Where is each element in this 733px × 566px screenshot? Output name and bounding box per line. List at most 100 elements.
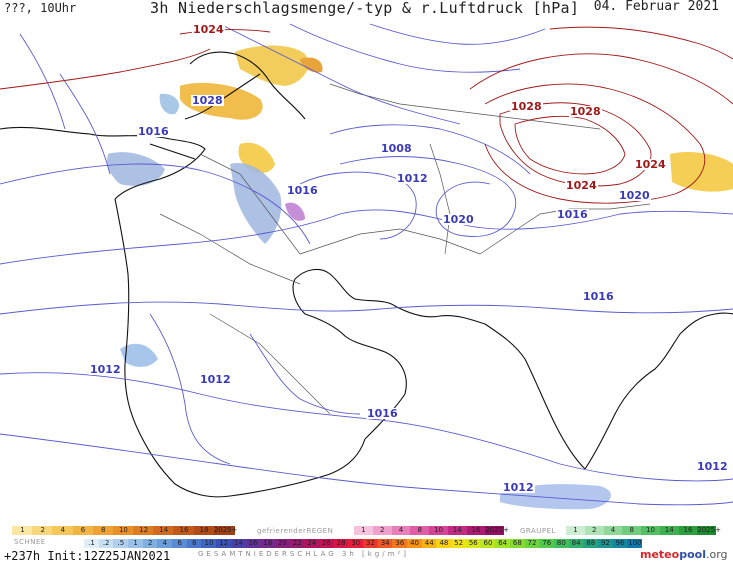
legend-swatch: 16 <box>245 539 261 548</box>
legend-swatch: 100 <box>627 539 643 548</box>
legend-swatch: 28 <box>333 539 349 548</box>
legend-swatch: 2 <box>32 526 54 535</box>
legend-swatch: 2 <box>584 526 604 535</box>
legend-graupel-scale: 1 2 4 8 10 14 16 2025+ <box>566 526 721 536</box>
isobar-label: 1020 <box>618 189 651 202</box>
legend-swatch: 48 <box>436 539 452 548</box>
legend-swatch: 1 <box>566 526 585 535</box>
legend-swatch: 12 <box>133 526 155 535</box>
legend-swatch: 24 <box>304 539 320 548</box>
legend-swatch: 16 <box>466 526 486 535</box>
isobar-label: 1016 <box>556 208 589 221</box>
legend-swatch: 10 <box>112 526 134 535</box>
valid-time-label: ???, 10Uhr <box>4 1 77 15</box>
legend-swatch: 4 <box>157 539 173 548</box>
isobar-label: 1012 <box>396 172 429 185</box>
isobar-label: 1024 <box>565 179 598 192</box>
legend-freezing-rain-scale: 1 2 4 8 10 14 16 2025+ <box>354 526 509 536</box>
legend-swatch: 4 <box>52 526 74 535</box>
legend-swatch: 10 <box>429 526 448 535</box>
legend-swatch: 14 <box>153 526 175 535</box>
legend-swatch: 40 <box>407 539 423 548</box>
legend-swatch: 16 <box>678 526 698 535</box>
legend-swatch: 84 <box>568 539 584 548</box>
legend-swatch: 10 <box>201 539 217 548</box>
legend-swatch: 34 <box>377 539 393 548</box>
legend-swatch: 92 <box>597 539 613 548</box>
legend-swatch: 80 <box>553 539 569 548</box>
legend-swatch: 12 <box>216 539 232 548</box>
isobar-label: 1028 <box>569 105 602 118</box>
legend-freezing-rain-label: gefrierenderREGEN <box>257 527 334 535</box>
legend-swatch: 2025+ <box>213 526 238 535</box>
legend-swatch: 52 <box>451 539 467 548</box>
legend-precip-type: 1 2 4 6 8 10 12 14 16 18 2025+ gefrierenderREGEN 1… <box>0 526 733 536</box>
legend-swatch: 20 <box>274 539 290 548</box>
legend-swatch: 44 <box>421 539 437 548</box>
legend-swatch: 2 <box>142 539 158 548</box>
meteopool-logo[interactable]: meteopool.org <box>640 548 728 561</box>
legend-swatch: 1 <box>128 539 144 548</box>
legend-swatch: 76 <box>539 539 555 548</box>
legend-swatch: 2 <box>372 526 392 535</box>
legend-total-precip-scale: .1.2.5 1 2 4 6 8 10 12 14 16 18 20 22 24 26 28 30 32 34 36 4… <box>84 539 643 549</box>
legend-swatch: 2025+ <box>485 526 509 535</box>
legend-total-precip-label: GESAMTNIEDERSCHLAG 3h [kg/m²] <box>198 550 409 558</box>
legend-swatch: 14 <box>659 526 679 535</box>
legend-swatch: 4 <box>603 526 623 535</box>
isobar-label: 1020 <box>442 213 475 226</box>
map-date: 04. Februar 2021 <box>593 0 719 14</box>
legend-swatch: .1 <box>84 539 99 548</box>
legend-swatch: 60 <box>480 539 496 548</box>
legend-swatch: 1 <box>12 526 33 535</box>
legend-graupel-label: GRAUPEL <box>520 527 556 535</box>
isobar-label: 1016 <box>286 184 319 197</box>
legend-swatch: 14 <box>447 526 467 535</box>
isobar-label: 1016 <box>366 407 399 420</box>
legend-swatch: 72 <box>524 539 540 548</box>
legend-swatch: 6 <box>172 539 188 548</box>
isobar-label: 1024 <box>192 23 225 36</box>
isobar-label: 1016 <box>582 290 615 303</box>
legend-swatch: 8 <box>186 539 202 548</box>
isobar-label: 1028 <box>191 94 224 107</box>
legend-swatch: 8 <box>410 526 430 535</box>
isobars-red <box>0 26 733 204</box>
pressure-precip-map <box>0 23 733 510</box>
map-title: 3h Niederschlagsmenge/-typ & r.Luftdruck… <box>150 0 580 17</box>
legend-swatch: 22 <box>289 539 305 548</box>
isobar-label: 1008 <box>380 142 413 155</box>
isobar-label: 1012 <box>199 373 232 386</box>
precip-areas <box>107 45 733 510</box>
isobars-blue <box>0 23 733 506</box>
legend-swatch: 1 <box>354 526 373 535</box>
legend-swatch: 36 <box>392 539 408 548</box>
isobar-label: 1012 <box>502 481 535 494</box>
legend-swatch: 4 <box>391 526 411 535</box>
legend-swatch: 64 <box>495 539 511 548</box>
legend-swatch: 68 <box>509 539 525 548</box>
legend-swatch: 96 <box>612 539 628 548</box>
isobar-label: 1016 <box>137 125 170 138</box>
legend-swatch: 18 <box>193 526 215 535</box>
legend-snow-scale: 1 2 4 6 8 10 12 14 16 18 2025+ <box>12 526 238 536</box>
legend-swatch: .5 <box>113 539 129 548</box>
legend-swatch: 2025+ <box>697 526 721 535</box>
legend-swatch: 14 <box>230 539 246 548</box>
legend-swatch: .2 <box>98 539 114 548</box>
legend-swatch: 10 <box>641 526 660 535</box>
legend-swatch: 32 <box>363 539 378 548</box>
legend-swatch: 56 <box>465 539 481 548</box>
borders <box>159 83 651 415</box>
isobar-label: 1012 <box>89 363 122 376</box>
legend-snow-label: SCHNEE <box>14 538 46 546</box>
legend-swatch: 18 <box>260 539 276 548</box>
legend-swatch: 8 <box>92 526 114 535</box>
legend-swatch: 6 <box>72 526 94 535</box>
legend-swatch: 26 <box>318 539 334 548</box>
isobar-label: 1024 <box>634 158 667 171</box>
legend-swatch: 8 <box>622 526 642 535</box>
isobar-label: 1012 <box>696 460 729 473</box>
forecast-init-label: +237h Init:12Z25JAN2021 <box>4 549 171 563</box>
